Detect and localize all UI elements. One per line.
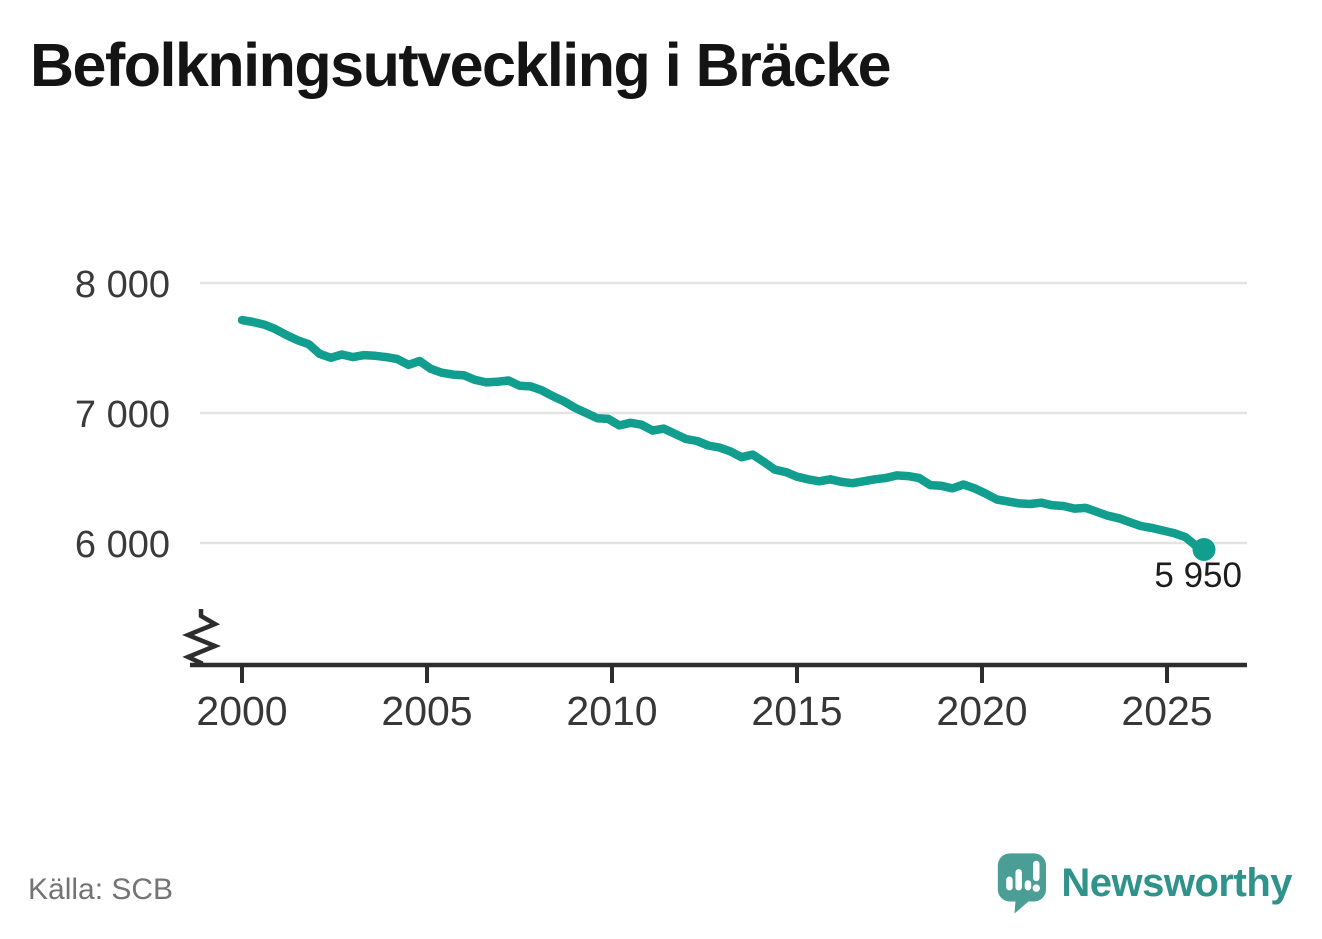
brand-lockup: Newsworthy [996, 851, 1292, 915]
x-tick-label: 2020 [936, 688, 1027, 734]
y-tick-label: 8 000 [75, 264, 170, 306]
y-axis-labels: 8 000 7 000 6 000 [75, 264, 170, 566]
population-line [237, 315, 1209, 554]
x-axis [190, 662, 1247, 683]
x-axis-labels: 2000 2005 2010 2015 2020 2025 [196, 688, 1212, 734]
x-tick-label: 2015 [751, 688, 842, 734]
brand-name: Newsworthy [1061, 860, 1292, 905]
x-tick-label: 2005 [381, 688, 472, 734]
end-value-label: 5 950 [1154, 556, 1242, 595]
logo-bar-chart-icon [1006, 860, 1041, 892]
end-point-dot [1192, 538, 1216, 561]
x-tick-label: 2000 [196, 688, 287, 734]
newsworthy-logo-icon [998, 853, 1047, 914]
x-tick-label: 2010 [566, 688, 657, 734]
y-tick-label: 7 000 [75, 394, 170, 436]
x-tick-label: 2025 [1121, 688, 1212, 734]
population-series [237, 315, 1216, 561]
source-note: Källa: SCB [28, 873, 174, 906]
y-tick-label: 6 000 [75, 524, 170, 566]
axis-break-zigzag [182, 609, 221, 667]
axis-break-icon [182, 609, 221, 667]
annotations: 5 950 [1154, 556, 1242, 595]
chart-title: Befolkningsutveckling i Bräcke [30, 31, 892, 99]
gridlines [200, 281, 1247, 545]
